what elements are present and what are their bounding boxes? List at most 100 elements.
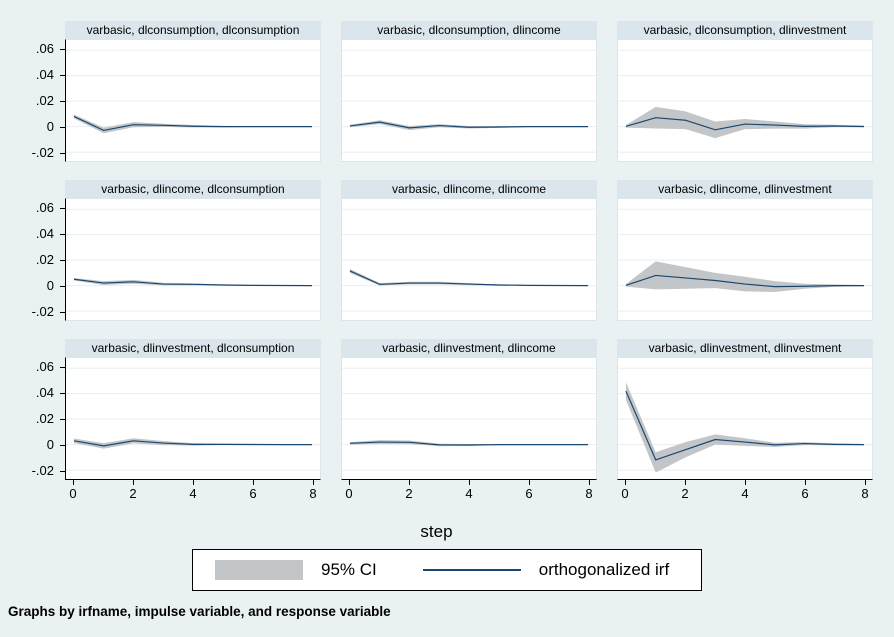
ci-band [73,114,313,134]
x-tick-mark [133,480,134,485]
irf-line [349,270,589,287]
panel-title: varbasic, dlconsumption, dlinvestment [617,21,873,39]
x-tick-label: 0 [345,486,353,501]
x-tick-label: 0 [621,486,629,501]
y-tick-label: .06 [35,359,54,375]
x-tick-mark [589,480,590,485]
irf-line [625,117,865,131]
y-tick-label: .02 [35,93,54,109]
y-tick-label: .02 [35,411,54,427]
x-tick-label: 4 [741,486,749,501]
panel-title: varbasic, dlinvestment, dlinvestment [617,339,873,357]
ci-band-swatch [215,560,303,580]
irf-panel: varbasic, dlconsumption, dlincome [341,21,597,162]
x-tick-label: 8 [309,486,317,501]
y-tick-mark [60,101,65,103]
y-tick-mark [60,367,65,369]
panel-row: .06 .04 .02 0 -.02 varbasic, dlinvestment, dl… [0,339,894,504]
x-axis-title: step [420,522,453,541]
y-tick-mark [60,470,65,472]
panel-title: varbasic, dlinvestment, dlconsumption [65,339,321,357]
irf-plot-svg [66,49,320,153]
y-tick-mark [60,445,65,447]
y-tick-label: .02 [35,252,54,268]
ci-band [625,261,865,292]
irf-line [349,441,589,446]
x-tick-mark [409,480,410,485]
x-tick-mark [469,480,470,485]
panel-title: varbasic, dlinvestment, dlincome [341,339,597,357]
y-axis: .06 .04 .02 0 -.02 [0,339,65,504]
y-tick-label: 0 [46,437,54,453]
x-tick-mark [685,480,686,485]
plot-area [341,357,597,480]
ci-band [73,438,313,449]
ci-band [349,269,589,286]
irf-panel: varbasic, dlinvestment, dlinvestment 0 2 4 6… [617,339,873,504]
irf-line [625,274,865,288]
x-tick-mark [865,480,866,485]
x-tick-mark [253,480,254,485]
x-axis: 0 2 4 6 8 [341,480,597,504]
x-tick-label: 8 [585,486,593,501]
plot-area [617,198,873,321]
plot-area [617,357,873,480]
irf-line [73,440,313,447]
irf-plot-svg [618,367,872,473]
irf-plot-svg [342,49,596,153]
y-tick-mark [60,208,65,210]
irf-plot-svg [66,367,320,471]
panel-title: varbasic, dlincome, dlinvestment [617,180,873,198]
x-tick-label: 2 [681,486,689,501]
legend: 95% CI orthogonalized irf [192,549,702,591]
x-tick-mark [313,480,314,485]
irf-line-swatch [422,569,521,571]
irf-plot-svg [618,49,872,153]
irf-panel: varbasic, dlincome, dlconsumption [65,180,321,321]
irf-legend-label: orthogonalized irf [538,560,670,579]
plot-area [617,39,873,162]
irf-panel: varbasic, dlincome, dlincome [341,180,597,321]
y-tick-label: -.02 [31,144,54,160]
panel-title: varbasic, dlconsumption, dlconsumption [65,21,321,39]
y-tick-mark [60,286,65,288]
y-tick-label: .04 [35,385,54,401]
plot-area [65,357,321,480]
x-tick-mark [805,480,806,485]
x-tick-mark [73,480,74,485]
y-tick-mark [60,419,65,421]
y-tick-label: -.02 [31,303,54,319]
panel-title: varbasic, dlincome, dlconsumption [65,180,321,198]
y-tick-label: .06 [35,41,54,57]
panel-grid: .06 .04 .02 0 -.02 varbasic, dlconsumption, d… [0,21,894,504]
x-tick-mark [625,480,626,485]
y-tick-label: -.02 [31,462,54,478]
y-tick-label: 0 [46,278,54,294]
x-axis: 0 2 4 6 8 [617,480,873,504]
irf-plot-svg [342,367,596,471]
x-tick-label: 8 [861,486,869,501]
y-tick-mark [60,234,65,236]
x-tick-label: 0 [69,486,77,501]
ci-legend-label: 95% CI [321,560,377,579]
irf-panel: varbasic, dlconsumption, dlconsumption [65,21,321,162]
ci-band [73,277,313,286]
x-tick-label: 6 [525,486,533,501]
y-tick-mark [60,260,65,262]
irf-line [73,115,313,132]
irf-panel: varbasic, dlincome, dlinvestment [617,180,873,321]
irf-panel: varbasic, dlinvestment, dlconsumption 0 2 4… [65,339,321,504]
plot-area [341,198,597,321]
y-tick-mark [60,49,65,51]
y-tick-mark [60,311,65,313]
x-tick-label: 2 [129,486,137,501]
plot-area [65,39,321,162]
x-tick-mark [529,480,530,485]
irf-plot-svg [66,208,320,312]
irf-panel: varbasic, dlconsumption, dlinvestment [617,21,873,162]
y-tick-label: .04 [35,67,54,83]
x-tick-mark [745,480,746,485]
x-axis: 0 2 4 6 8 [65,480,321,504]
plot-area [65,198,321,321]
